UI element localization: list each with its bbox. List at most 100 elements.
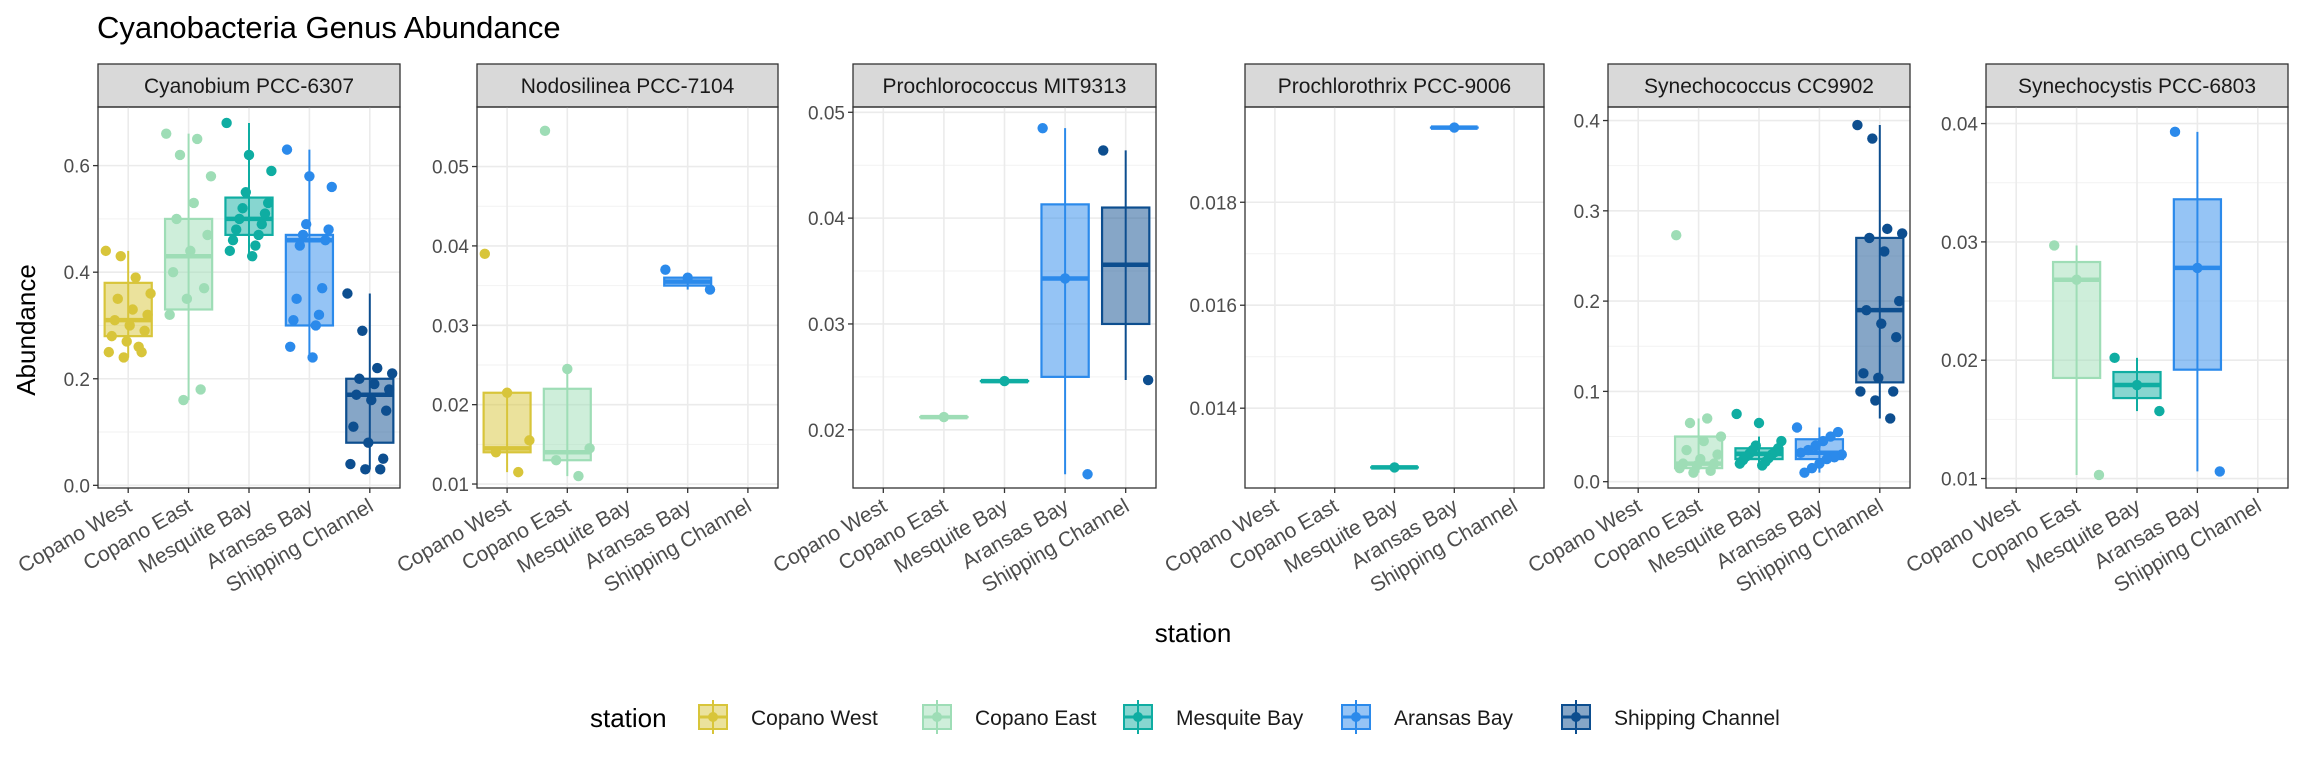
data-point: [1671, 230, 1682, 241]
data-point: [1858, 368, 1869, 379]
data-point: [357, 325, 368, 337]
data-point: [250, 240, 261, 251]
box-aransas-bay: [1429, 122, 1479, 133]
data-point: [297, 229, 309, 241]
y-tick-label: 0.018: [1189, 193, 1237, 214]
data-point: [259, 208, 271, 219]
data-point: [345, 458, 356, 470]
data-point: [256, 219, 267, 230]
legend-label: Mesquite Bay: [1176, 707, 1304, 730]
data-point: [704, 284, 716, 295]
legend-label: Shipping Channel: [1614, 707, 1780, 730]
box-mesquite-bay: [1731, 408, 1787, 471]
facet-title: Synechococcus CC9902: [1644, 75, 1874, 98]
data-point: [682, 272, 693, 283]
data-point: [1753, 417, 1765, 429]
y-tick-label: 0.05: [432, 158, 469, 179]
data-point: [550, 455, 562, 466]
y-tick-label: 0.04: [808, 209, 845, 230]
box-aransas-bay: [660, 264, 716, 295]
data-point: [240, 187, 252, 198]
box-copano-east: [161, 128, 217, 406]
box-copano-west: [100, 245, 156, 363]
data-point: [1814, 458, 1825, 469]
y-tick-label: 0.01: [1941, 470, 1978, 491]
data-point: [1893, 295, 1905, 307]
y-tick-label: 0.0: [1574, 473, 1600, 494]
data-point: [573, 470, 584, 482]
y-tick-label: 0.03: [808, 315, 845, 336]
data-point: [1698, 435, 1709, 447]
data-point: [1684, 417, 1696, 429]
data-point: [1449, 122, 1460, 133]
data-point: [2131, 379, 2143, 391]
data-point: [1756, 460, 1768, 471]
data-point: [106, 330, 117, 342]
data-point: [243, 149, 255, 161]
x-axis-label: station: [1155, 618, 1232, 648]
box-copano-east: [1671, 230, 1727, 478]
data-point: [378, 453, 389, 464]
facet-panel: Prochlorothrix PCC-90060.0140.0160.018Co…: [1161, 63, 1545, 597]
data-point: [139, 325, 150, 337]
data-point: [1715, 431, 1727, 442]
data-point: [2169, 126, 2181, 138]
data-point: [115, 251, 126, 262]
y-tick-label: 0.03: [1941, 233, 1978, 254]
data-point: [253, 229, 264, 241]
data-point: [1896, 228, 1908, 239]
facet-title: Synechocystis PCC-6803: [2018, 75, 2256, 98]
data-point: [133, 341, 144, 352]
legend-item: Copano West: [698, 700, 878, 734]
data-point: [124, 320, 135, 331]
data-point: [161, 128, 172, 139]
data-point: [202, 229, 213, 241]
facet-strip: [97, 63, 401, 108]
data-point: [348, 421, 359, 432]
data-point: [1082, 469, 1093, 480]
data-point: [1674, 462, 1685, 474]
data-point: [1821, 453, 1833, 465]
data-point: [205, 171, 217, 182]
data-point: [1867, 133, 1878, 144]
legend-item: Mesquite Bay: [1123, 700, 1304, 734]
data-point: [1799, 467, 1810, 478]
data-point: [285, 341, 296, 352]
data-point: [363, 437, 374, 448]
y-tick-label: 0.6: [64, 157, 90, 178]
data-point: [539, 125, 551, 137]
box-body: [482, 391, 532, 454]
data-point: [167, 266, 179, 278]
data-point: [103, 346, 115, 358]
box-shipping-channel: [1852, 119, 1908, 424]
data-point: [1888, 386, 1899, 397]
legend-key-point: [708, 712, 718, 722]
legend-item: Aransas Bay: [1341, 700, 1514, 734]
y-tick-label: 0.016: [1189, 296, 1237, 317]
box-aransas-bay: [1791, 422, 1847, 478]
data-point: [2154, 405, 2165, 417]
data-point: [1882, 223, 1893, 235]
chart-title: Cyanobacteria Genus Abundance: [97, 10, 561, 45]
data-point: [1731, 408, 1742, 420]
data-point: [198, 282, 210, 294]
box-copano-east: [919, 411, 969, 423]
data-point: [1873, 372, 1884, 384]
legend-label: Copano East: [975, 707, 1097, 730]
data-point: [234, 213, 245, 225]
box-copano-east: [2049, 240, 2105, 481]
data-point: [301, 219, 312, 230]
y-tick-label: 0.04: [432, 237, 469, 258]
y-tick-label: 0.04: [1941, 115, 1978, 136]
data-point: [383, 384, 395, 395]
box-body: [542, 387, 592, 462]
legend-item: Copano East: [922, 700, 1097, 734]
data-point: [307, 352, 318, 363]
y-axis-label: Abundance: [11, 264, 41, 396]
data-point: [121, 336, 132, 347]
box-shipping-channel: [342, 288, 398, 475]
data-point: [266, 165, 277, 177]
legend-key-point: [1133, 712, 1143, 722]
data-point: [164, 309, 175, 321]
data-point: [1864, 232, 1875, 244]
